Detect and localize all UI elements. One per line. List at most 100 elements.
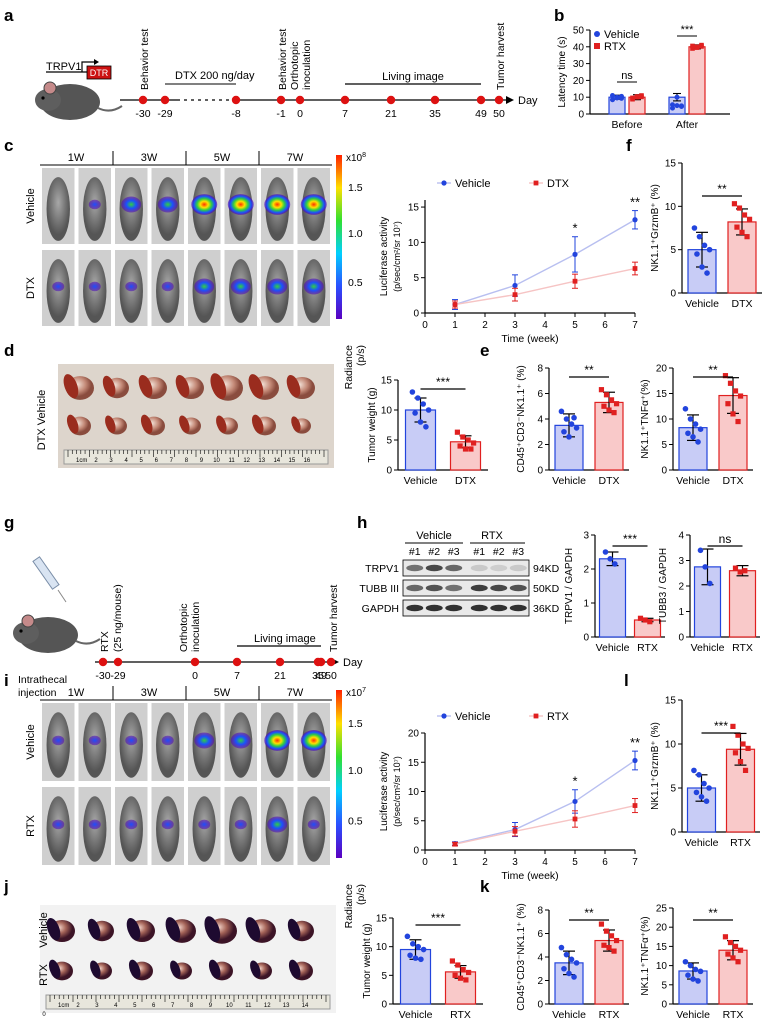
data-point (732, 565, 739, 571)
y-tick-label: 15 (381, 376, 393, 387)
bioluminescence-signal (52, 819, 65, 830)
molecular-weight-label: 50KD (533, 583, 560, 595)
x-tick-label: 6 (602, 320, 608, 331)
timeline-dot (386, 95, 396, 105)
data-point (674, 94, 680, 100)
mouse-illustration (13, 614, 101, 653)
data-point (598, 921, 605, 927)
legend-label: RTX (604, 41, 626, 53)
data-point (409, 389, 416, 395)
x-tick-label: 7 (632, 857, 638, 868)
x-tick-label: Vehicle (399, 1009, 433, 1021)
bar (598, 558, 627, 638)
spleen (251, 414, 264, 434)
significance-label: * (572, 221, 577, 236)
bioluminescence-signal (234, 819, 247, 830)
legend-label: RTX (547, 711, 569, 723)
significance-label: *** (431, 911, 445, 925)
y-tick-label: 25 (656, 904, 668, 915)
panel-letter-b: b (554, 6, 564, 25)
data-point (457, 443, 463, 449)
bioluminescence-signal (307, 819, 320, 830)
data-point (737, 569, 743, 575)
y-tick-label: 0 (578, 110, 584, 121)
data-point (632, 803, 638, 808)
data-point (415, 395, 421, 401)
y-tick-label: 0 (661, 466, 667, 477)
week-label: 3W (141, 687, 158, 699)
ruler-number: 9 (209, 1003, 213, 1009)
data-point (632, 217, 638, 223)
event-label: Orthotopic (289, 42, 301, 90)
row-label-dtx-vehicle: DTX Vehicle (36, 390, 48, 451)
data-point (606, 945, 612, 951)
bioluminescence-signal (300, 730, 327, 751)
panel-letter-g: g (4, 513, 14, 532)
blot-band (425, 564, 443, 572)
rtx-dose-label: (25 ng/mouse) (112, 584, 124, 652)
ruler-number: 14 (273, 458, 280, 464)
data-point (725, 401, 731, 407)
spleen (126, 917, 141, 941)
data-point (670, 102, 675, 108)
data-point (573, 960, 580, 966)
significance-label: *** (714, 719, 728, 733)
data-point (704, 270, 710, 276)
data-point (568, 421, 575, 427)
bioluminescence-signal (125, 735, 138, 746)
protein-label: GAPDH (362, 603, 399, 615)
y-tick-label: 5 (413, 816, 419, 827)
x-tick-label: Vehicle (691, 642, 725, 654)
radiance-label: Radiance (343, 884, 355, 929)
bar-chart-h_tubb3: 0 1 2 3 4 TUBB3 / GAPDH Vehicle RTX ns (658, 531, 760, 654)
radiance-label: Radiance (343, 345, 355, 390)
data-point (468, 446, 474, 452)
spleen (140, 414, 153, 434)
event-label: inoculation (301, 40, 313, 90)
blot-band (490, 564, 508, 572)
timeline-dot (113, 657, 123, 667)
row-label-vehicle: Vehicle (38, 912, 50, 947)
timeline-dot (430, 95, 440, 105)
y-tick-label: 20 (656, 923, 668, 934)
ruler-number: 9 (200, 458, 204, 464)
x-tick-label: Vehicle (552, 475, 586, 487)
bioluminescence-signal (264, 194, 291, 215)
significance-label: ** (630, 195, 640, 210)
data-point (725, 951, 731, 957)
injection-label: Intrathecal (18, 674, 67, 686)
y-tick-label: 10 (656, 961, 668, 972)
data-point (745, 745, 751, 751)
row-label-rtx: RTX (38, 963, 50, 985)
data-point (739, 229, 745, 235)
blot-band (509, 564, 527, 572)
significance-label: ** (717, 182, 727, 196)
bar-chart-b: 0 10 20 30 40 50 Latency time (s) Before ns After… (557, 24, 730, 131)
spleen (175, 374, 190, 398)
ruler-number: 5 (133, 1003, 137, 1009)
data-point (608, 397, 615, 403)
spleen (204, 916, 221, 943)
data-point (603, 928, 610, 934)
week-label: 5W (214, 152, 231, 164)
data-point (735, 959, 741, 965)
data-point (737, 759, 744, 765)
ruler-number: 2 (76, 1003, 80, 1009)
ruler-number: 3 (95, 1003, 99, 1009)
significance-label: ** (630, 735, 640, 750)
blot-band (425, 604, 443, 612)
data-point (703, 798, 710, 804)
bioluminescence-signal (264, 730, 291, 751)
tumor-photo-d: 1cm 2 3 4 5 6 7 8 9 10 11 12 13 14 15 16 (58, 364, 334, 468)
y-tick-label: 5 (413, 273, 419, 284)
data-point (727, 380, 734, 386)
y-tick-label: 6 (537, 389, 543, 400)
x-tick-label: Vehicle (596, 642, 630, 654)
data-point (612, 561, 618, 567)
x-tick-label: DTX (455, 475, 476, 487)
ruler-number: 7 (170, 458, 174, 464)
data-point (706, 246, 713, 253)
blot-group-label: Vehicle (416, 530, 451, 542)
lane-label: #3 (448, 546, 460, 558)
ruler-zero: 0 (42, 1012, 46, 1018)
